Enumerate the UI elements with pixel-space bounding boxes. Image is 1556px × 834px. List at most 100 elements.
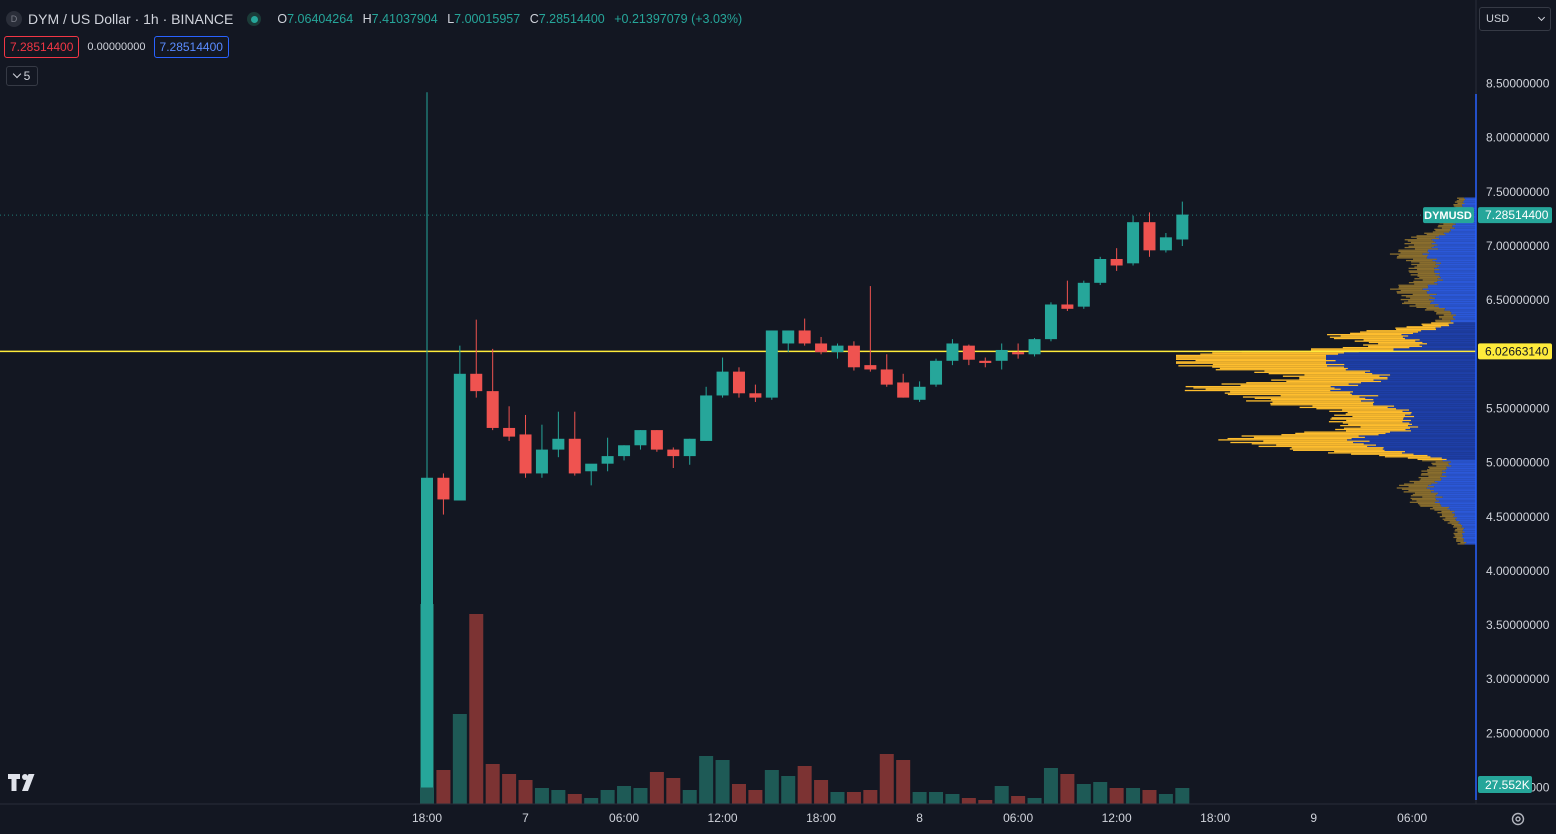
profile-sell-bar <box>1397 256 1428 258</box>
profile-buy-bar <box>1393 349 1476 351</box>
candle-body <box>897 382 910 398</box>
profile-sell-bar <box>1457 527 1465 529</box>
profile-buy-bar <box>1465 198 1476 201</box>
profile-sell-bar <box>1286 380 1382 383</box>
open-value: 7.06404264 <box>287 12 354 26</box>
high-key: H <box>362 12 372 26</box>
profile-sell-bar <box>1295 432 1386 435</box>
profile-sell-bar <box>1456 539 1464 541</box>
profile-sell-bar <box>1419 276 1441 279</box>
volume-bar <box>1076 784 1091 804</box>
profile-buy-bar <box>1428 287 1476 289</box>
profile-sell-bar <box>1411 499 1437 501</box>
profile-buy-bar <box>1461 204 1476 206</box>
hline-price-tag-label: 6.02663140 <box>1485 344 1549 358</box>
y-tick-label: 6.50000000 <box>1486 293 1550 307</box>
profile-buy-bar <box>1414 415 1476 418</box>
profile-sell-bar <box>1407 457 1442 459</box>
profile-buy-bar <box>1393 348 1476 350</box>
profile-buy-bar <box>1383 447 1476 449</box>
profile-sell-bar <box>1443 314 1456 316</box>
profile-buy-bar <box>1435 274 1476 276</box>
profile-sell-bar <box>1329 336 1403 338</box>
horizontal-line[interactable] <box>0 214 1476 353</box>
profile-sell-bar <box>1434 310 1451 312</box>
profile-sell-bar <box>1404 246 1432 249</box>
profile-sell-bar <box>1417 458 1447 461</box>
volume-bar <box>764 770 779 804</box>
symbol-title[interactable]: DYM / US Dollar · 1h · BINANCE <box>28 11 234 27</box>
profile-buy-bar <box>1440 476 1476 479</box>
profile-sell-bar <box>1293 449 1385 451</box>
sell-button[interactable]: 7.28514400 <box>4 36 80 58</box>
profile-sell-bar <box>1410 497 1436 500</box>
profile-buy-bar <box>1381 380 1476 383</box>
profile-buy-bar <box>1404 337 1476 340</box>
profile-sell-bar <box>1390 288 1423 290</box>
candle-body <box>1012 352 1025 355</box>
profile-buy-bar <box>1452 224 1476 227</box>
profile-buy-bar <box>1408 424 1476 427</box>
profile-sell-bar <box>1331 417 1404 419</box>
profile-sell-bar <box>1413 482 1438 484</box>
currency-select[interactable]: USD <box>1479 7 1551 31</box>
candle-body <box>962 345 975 360</box>
volume-bar <box>1142 790 1157 804</box>
profile-sell-bar <box>1457 202 1465 205</box>
profile-buy-bar <box>1431 301 1476 303</box>
profile-sell-bar <box>1417 272 1440 275</box>
profile-sell-bar <box>1431 462 1449 464</box>
profile-sell-bar <box>1409 271 1435 273</box>
profile-buy-bar <box>1413 453 1476 455</box>
time-axis: 18:00 7 06:00 12:00 18:00 8 06:00 12:00 18:00 9 06… <box>0 803 1556 825</box>
y-tick-label: 3.50000000 <box>1486 618 1550 632</box>
settings-gear-icon[interactable] <box>1509 810 1527 828</box>
profile-buy-bar <box>1409 346 1476 349</box>
profile-sell-bar <box>1176 358 1326 360</box>
profile-sell-bar <box>1426 233 1446 236</box>
profile-buy-bar <box>1422 253 1476 255</box>
buy-button[interactable]: 7.28514400 <box>153 36 229 58</box>
profile-sell-bar <box>1343 427 1410 429</box>
profile-sell-bar <box>1289 448 1383 450</box>
volume-bar <box>617 786 632 804</box>
volume-bar <box>879 754 894 804</box>
profile-sell-bar <box>1340 424 1409 427</box>
profile-buy-bar <box>1350 392 1476 394</box>
profile-sell-bar <box>1354 340 1416 342</box>
profile-buy-bar <box>1451 311 1476 314</box>
profile-buy-bar <box>1458 522 1476 524</box>
profile-buy-bar <box>1437 266 1476 268</box>
volume-bar <box>1060 774 1075 804</box>
tradingview-logo-icon[interactable] <box>8 774 40 792</box>
profile-buy-bar <box>1440 276 1476 279</box>
profile-sell-bar <box>1246 382 1362 384</box>
profile-buy-bar <box>1445 307 1476 310</box>
profile-sell-bar <box>1400 289 1430 292</box>
profile-buy-bar <box>1439 500 1476 502</box>
profile-buy-bar <box>1438 304 1476 306</box>
profile-sell-bar <box>1417 269 1440 271</box>
profile-buy-bar <box>1429 295 1476 297</box>
profile-buy-bar <box>1450 509 1476 511</box>
profile-sell-bar <box>1435 319 1451 321</box>
profile-sell-bar <box>1176 361 1326 363</box>
profile-buy-bar <box>1445 233 1476 236</box>
profile-sell-bar <box>1449 521 1460 523</box>
volume-bar <box>715 760 730 804</box>
profile-sell-bar <box>1264 370 1371 372</box>
profile-sell-bar <box>1333 337 1405 340</box>
profile-buy-bar <box>1327 365 1476 367</box>
market-status-icon[interactable] <box>247 12 262 26</box>
profile-buy-bar <box>1421 330 1476 332</box>
profile-buy-bar <box>1431 491 1476 493</box>
y-tick-label: 2.50000000 <box>1486 726 1550 740</box>
profile-buy-bar <box>1436 493 1476 496</box>
symbol-logo-icon[interactable]: D <box>6 11 22 27</box>
indicators-toggle-button[interactable]: 5 <box>6 66 38 86</box>
profile-sell-bar <box>1280 395 1379 397</box>
profile-buy-bar <box>1454 227 1476 229</box>
profile-buy-bar <box>1442 496 1476 498</box>
profile-sell-bar <box>1396 291 1427 293</box>
